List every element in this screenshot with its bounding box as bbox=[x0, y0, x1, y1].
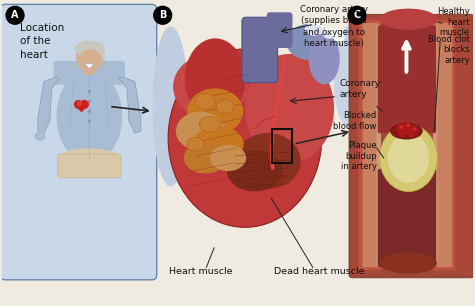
Polygon shape bbox=[85, 64, 95, 69]
Circle shape bbox=[88, 110, 90, 112]
Polygon shape bbox=[119, 77, 141, 133]
Circle shape bbox=[400, 126, 403, 129]
Ellipse shape bbox=[200, 116, 221, 132]
Ellipse shape bbox=[236, 134, 300, 188]
Ellipse shape bbox=[323, 28, 335, 38]
FancyBboxPatch shape bbox=[242, 17, 277, 83]
Ellipse shape bbox=[228, 151, 282, 191]
Text: B: B bbox=[159, 10, 166, 20]
Ellipse shape bbox=[184, 143, 226, 173]
FancyBboxPatch shape bbox=[378, 25, 436, 133]
Circle shape bbox=[88, 120, 90, 122]
Text: Coronary
artery: Coronary artery bbox=[339, 79, 380, 99]
Ellipse shape bbox=[334, 33, 344, 41]
FancyBboxPatch shape bbox=[352, 17, 382, 275]
FancyBboxPatch shape bbox=[349, 14, 474, 278]
Ellipse shape bbox=[79, 50, 101, 70]
Ellipse shape bbox=[95, 43, 104, 63]
Circle shape bbox=[77, 102, 81, 106]
Circle shape bbox=[88, 100, 90, 103]
FancyBboxPatch shape bbox=[362, 23, 379, 267]
Circle shape bbox=[348, 6, 366, 24]
Text: Dead heart muscle: Dead heart muscle bbox=[274, 267, 364, 276]
Circle shape bbox=[397, 124, 405, 132]
FancyBboxPatch shape bbox=[433, 20, 456, 270]
Ellipse shape bbox=[58, 149, 120, 169]
Circle shape bbox=[399, 130, 406, 137]
Circle shape bbox=[409, 125, 418, 133]
FancyBboxPatch shape bbox=[359, 20, 381, 270]
Text: Blocked
blood flow: Blocked blood flow bbox=[333, 111, 377, 131]
Ellipse shape bbox=[195, 94, 215, 110]
Ellipse shape bbox=[99, 55, 104, 62]
Text: C: C bbox=[353, 10, 361, 20]
FancyBboxPatch shape bbox=[57, 154, 121, 178]
Ellipse shape bbox=[380, 124, 437, 192]
Ellipse shape bbox=[168, 49, 322, 227]
Ellipse shape bbox=[390, 123, 422, 139]
Ellipse shape bbox=[188, 89, 242, 134]
Ellipse shape bbox=[380, 253, 436, 273]
Text: Heart muscle: Heart muscle bbox=[169, 267, 232, 276]
FancyBboxPatch shape bbox=[84, 58, 95, 75]
Ellipse shape bbox=[245, 54, 334, 163]
Ellipse shape bbox=[334, 27, 364, 126]
Text: Coronary artery
(supplies blood
and oxygen to
heart muscle): Coronary artery (supplies blood and oxyg… bbox=[300, 5, 368, 48]
Circle shape bbox=[75, 101, 82, 108]
Ellipse shape bbox=[177, 112, 224, 150]
Polygon shape bbox=[38, 77, 60, 133]
Circle shape bbox=[88, 91, 90, 92]
Ellipse shape bbox=[35, 132, 45, 140]
Ellipse shape bbox=[57, 71, 122, 162]
Ellipse shape bbox=[193, 127, 243, 162]
Circle shape bbox=[408, 130, 415, 137]
FancyBboxPatch shape bbox=[433, 25, 437, 265]
Ellipse shape bbox=[305, 23, 323, 35]
Ellipse shape bbox=[76, 42, 102, 72]
FancyBboxPatch shape bbox=[433, 17, 471, 275]
Circle shape bbox=[402, 122, 410, 130]
FancyBboxPatch shape bbox=[0, 4, 157, 280]
Ellipse shape bbox=[245, 24, 285, 46]
Ellipse shape bbox=[211, 146, 246, 170]
Text: Healthy
heart
muscle: Healthy heart muscle bbox=[437, 7, 470, 37]
Text: Plaque
buildup
in artery: Plaque buildup in artery bbox=[341, 141, 377, 171]
Ellipse shape bbox=[187, 137, 204, 151]
Ellipse shape bbox=[153, 27, 188, 186]
Ellipse shape bbox=[287, 25, 332, 59]
Circle shape bbox=[413, 128, 416, 130]
Circle shape bbox=[407, 124, 409, 126]
FancyBboxPatch shape bbox=[376, 25, 381, 265]
Circle shape bbox=[6, 6, 24, 24]
Ellipse shape bbox=[309, 34, 339, 84]
Ellipse shape bbox=[388, 133, 429, 183]
Text: Blood clot
blocks
artery: Blood clot blocks artery bbox=[428, 35, 470, 65]
Ellipse shape bbox=[216, 99, 234, 113]
Circle shape bbox=[81, 101, 88, 108]
Text: Location
of the
heart: Location of the heart bbox=[20, 23, 64, 60]
FancyBboxPatch shape bbox=[54, 61, 125, 85]
Ellipse shape bbox=[173, 54, 247, 119]
Polygon shape bbox=[74, 104, 89, 112]
Ellipse shape bbox=[380, 9, 436, 29]
Circle shape bbox=[405, 128, 410, 134]
Ellipse shape bbox=[76, 41, 103, 57]
Circle shape bbox=[154, 6, 171, 24]
FancyBboxPatch shape bbox=[436, 23, 452, 267]
FancyBboxPatch shape bbox=[378, 169, 436, 267]
Text: A: A bbox=[11, 10, 19, 20]
FancyBboxPatch shape bbox=[267, 12, 293, 48]
Ellipse shape bbox=[185, 39, 245, 118]
